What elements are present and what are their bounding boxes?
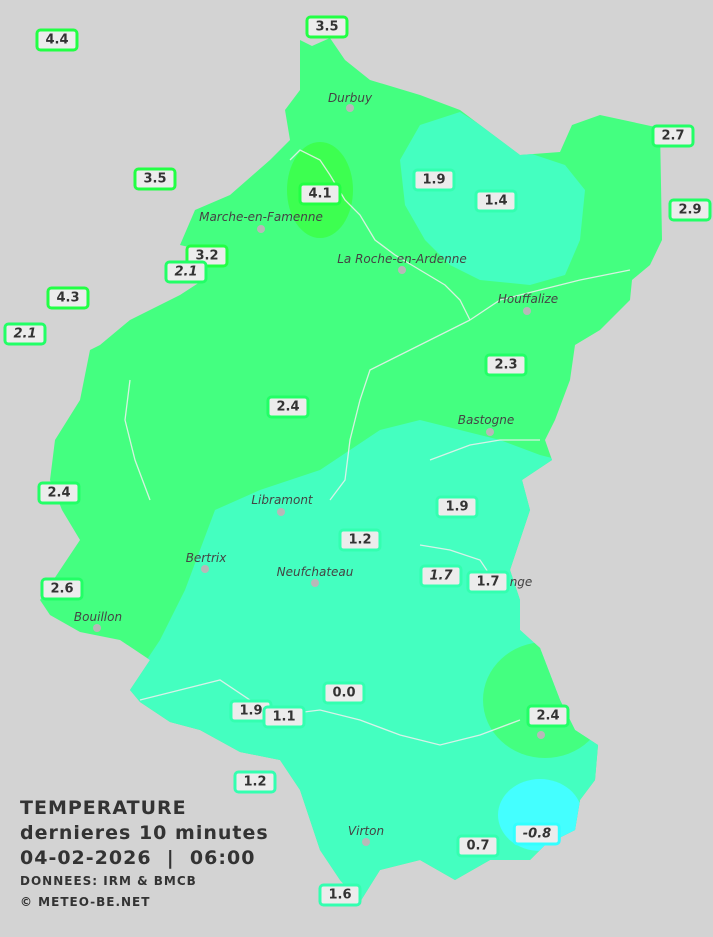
city-marker [537, 731, 545, 739]
city-label: Marche-en-Famenne [199, 210, 323, 224]
station-temperature-label[interactable]: 4.3 [46, 286, 90, 310]
city-label: Bastogne [457, 413, 515, 427]
city-label: Durbuy [327, 91, 373, 105]
station-temperature-label[interactable]: 0.0 [322, 681, 366, 705]
rivers [124, 149, 631, 746]
legend-copyright: © METEO-BE.NET [20, 895, 151, 909]
city-label: Houffalize [497, 292, 559, 306]
station-temperature-label[interactable]: 4.1 [298, 182, 342, 206]
station-temperature-label[interactable]: 0.7 [456, 834, 500, 858]
station-temperature-label[interactable]: 2.4 [37, 481, 81, 505]
zone-2-degree-southeast [483, 642, 607, 758]
city-label: La Roche-en-Ardenne [337, 252, 467, 266]
station-temperature-label[interactable]: 4.4 [35, 28, 79, 52]
legend-datetime: 04-02-2026 | 06:00 [20, 847, 256, 869]
legend-source: DONNEES: IRM & BMCB [20, 874, 197, 888]
city-label: Bertrix [185, 551, 227, 565]
station-temperature-label[interactable]: 1.4 [474, 189, 518, 213]
city-marker [311, 579, 319, 587]
legend-subtitle: dernieres 10 minutes [20, 822, 269, 844]
station-temperature-label[interactable]: 2.4 [526, 704, 570, 728]
map-legend: TEMPERATURE dernieres 10 minutes 04-02-2… [20, 796, 269, 913]
city-marker [486, 428, 494, 436]
station-temperature-label[interactable]: 2.3 [484, 353, 528, 377]
city-marker [93, 624, 101, 632]
station-temperature-label[interactable]: 2.7 [651, 124, 695, 148]
city-label: Bouillon [73, 610, 123, 624]
city-label: Libramont [251, 493, 313, 507]
station-temperature-label[interactable]: 2.4 [266, 395, 310, 419]
city-marker [257, 225, 265, 233]
station-temperature-label[interactable]: 1.9 [435, 495, 479, 519]
station-temperature-label[interactable]: 3.5 [305, 15, 349, 39]
station-temperature-label[interactable]: 2.1 [3, 322, 47, 346]
station-temperature-label[interactable]: 1.2 [233, 770, 277, 794]
city-marker [362, 838, 370, 846]
station-temperature-label[interactable]: 1.9 [412, 168, 456, 192]
city-marker [346, 104, 354, 112]
station-temperature-label[interactable]: 2.6 [40, 577, 84, 601]
station-temperature-label[interactable]: 2.9 [668, 198, 712, 222]
city-marker [523, 307, 531, 315]
station-temperature-label[interactable]: 1.1 [262, 705, 306, 729]
city-label: nge [509, 575, 533, 589]
city-label: Neufchateau [276, 565, 354, 579]
station-temperature-label[interactable]: 1.6 [318, 883, 362, 907]
legend-title: TEMPERATURE [20, 797, 187, 819]
station-temperature-label[interactable]: 2.1 [164, 260, 208, 284]
station-temperature-label[interactable]: 1.2 [338, 528, 382, 552]
city-marker [201, 565, 209, 573]
station-temperature-label[interactable]: -0.8 [512, 822, 562, 846]
station-temperature-label[interactable]: 3.5 [133, 167, 177, 191]
city-marker [277, 508, 285, 516]
station-temperature-label[interactable]: 1.7 [419, 564, 463, 588]
station-temperature-label[interactable]: 1.7 [466, 570, 510, 594]
city-label: Virton [347, 824, 385, 838]
city-marker [398, 266, 406, 274]
